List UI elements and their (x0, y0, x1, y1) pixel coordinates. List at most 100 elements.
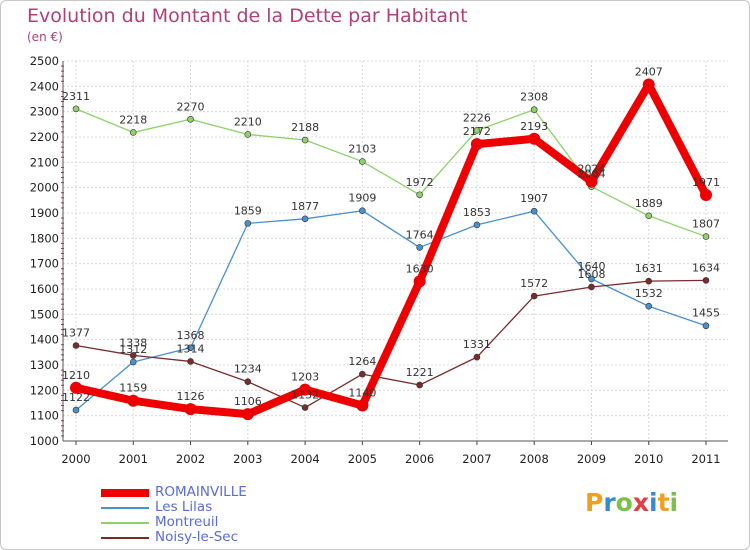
data-point (473, 127, 481, 134)
data-point (359, 370, 366, 378)
data-label: 1631 (635, 262, 663, 275)
data-point (702, 322, 710, 330)
data-label: 1203 (291, 371, 319, 384)
data-label: 2024 (577, 163, 605, 176)
data-label: 1971 (692, 176, 720, 189)
data-point (700, 189, 712, 202)
data-point (416, 244, 423, 251)
logo-letter: i (649, 488, 658, 517)
data-point (129, 358, 137, 366)
legend-swatch (101, 537, 149, 539)
x-tick-label: 2007 (462, 452, 491, 466)
legend-label: Les Lilas (155, 499, 213, 515)
data-point (413, 275, 426, 288)
data-label: 1455 (692, 307, 720, 320)
legend-swatch (101, 489, 149, 497)
y-tick-label: 2000 (30, 181, 59, 195)
logo-letter: i (669, 488, 679, 517)
data-label: 1572 (520, 277, 548, 290)
logo-letter: r (603, 488, 616, 517)
data-point (127, 394, 140, 407)
data-label: 1634 (692, 261, 720, 274)
y-tick-label: 1900 (30, 206, 59, 220)
y-tick-label: 1700 (30, 257, 59, 271)
data-label: 2188 (291, 121, 319, 134)
y-tick-label: 2400 (30, 79, 59, 93)
data-label: 2172 (463, 125, 491, 138)
data-label: 1889 (635, 197, 663, 210)
logo-letter: x (632, 488, 649, 517)
data-point (187, 358, 194, 365)
data-label: 1210 (62, 369, 90, 382)
data-point (129, 129, 137, 136)
data-point (72, 406, 80, 414)
y-tick-label: 2200 (30, 130, 59, 144)
data-label: 1368 (177, 329, 205, 342)
data-label: 2308 (520, 91, 548, 104)
x-tick-label: 2002 (176, 452, 205, 466)
x-tick-label: 2001 (119, 452, 148, 466)
proxiti-logo: Proxiti (585, 488, 678, 517)
y-tick-label: 2100 (30, 155, 59, 169)
y-tick-label: 1100 (30, 409, 59, 423)
data-label: 1312 (119, 343, 147, 356)
data-label: 1764 (406, 228, 434, 241)
data-label: 2270 (177, 100, 205, 113)
legend-swatch (101, 522, 149, 524)
x-tick-label: 2011 (691, 452, 720, 466)
legend-label: Noisy-le-Sec (155, 529, 238, 545)
data-label: 1907 (520, 192, 548, 205)
data-point (299, 383, 312, 396)
series-line-romainville (72, 80, 710, 419)
data-label: 1331 (463, 338, 491, 351)
y-tick-label: 2300 (30, 105, 59, 119)
data-label: 2193 (520, 120, 548, 133)
plot-area (63, 61, 728, 441)
data-label: 1314 (177, 342, 205, 355)
data-point (241, 408, 254, 421)
y-tick-label: 1200 (30, 383, 59, 397)
data-label: 1877 (291, 200, 319, 213)
series-line-les-lilas (75, 210, 707, 411)
x-tick-label: 2006 (405, 452, 434, 466)
data-point (645, 212, 653, 220)
data-point (588, 283, 595, 291)
data-label: 2210 (234, 115, 262, 128)
data-point (473, 353, 481, 361)
data-point (301, 215, 309, 223)
data-point (473, 221, 481, 229)
data-label: 1377 (62, 326, 90, 339)
data-point (585, 175, 598, 188)
data-label: 1106 (234, 395, 262, 408)
x-tick-label: 2004 (290, 452, 319, 466)
data-label: 1807 (692, 218, 720, 231)
data-point (416, 191, 423, 199)
data-label: 2226 (463, 111, 491, 124)
data-label: 1234 (234, 363, 262, 376)
data-label: 1909 (348, 192, 376, 205)
y-tick-label: 1400 (30, 333, 59, 347)
data-label: 1338 (119, 336, 147, 349)
chart-subtitle: (en €) (27, 30, 63, 44)
data-label: 2311 (62, 90, 90, 103)
y-tick-label: 1600 (30, 282, 59, 296)
data-point (359, 207, 366, 215)
data-point (530, 292, 538, 300)
data-label: 1159 (119, 382, 147, 395)
data-label: 1853 (463, 206, 491, 219)
data-label: 1859 (234, 204, 262, 217)
data-point (244, 220, 252, 227)
y-tick-label: 1500 (30, 307, 59, 321)
data-point (359, 158, 366, 165)
data-label: 2004 (577, 168, 605, 181)
series-line-montreuil (75, 108, 707, 238)
data-label: 2218 (119, 113, 147, 126)
data-point (129, 352, 137, 359)
data-label: 1608 (577, 268, 605, 281)
logo-letter: P (585, 488, 604, 517)
data-point (528, 132, 541, 145)
data-point (70, 381, 82, 394)
data-label: 1972 (406, 176, 434, 189)
data-point (642, 78, 655, 91)
legend-swatch (101, 507, 149, 509)
